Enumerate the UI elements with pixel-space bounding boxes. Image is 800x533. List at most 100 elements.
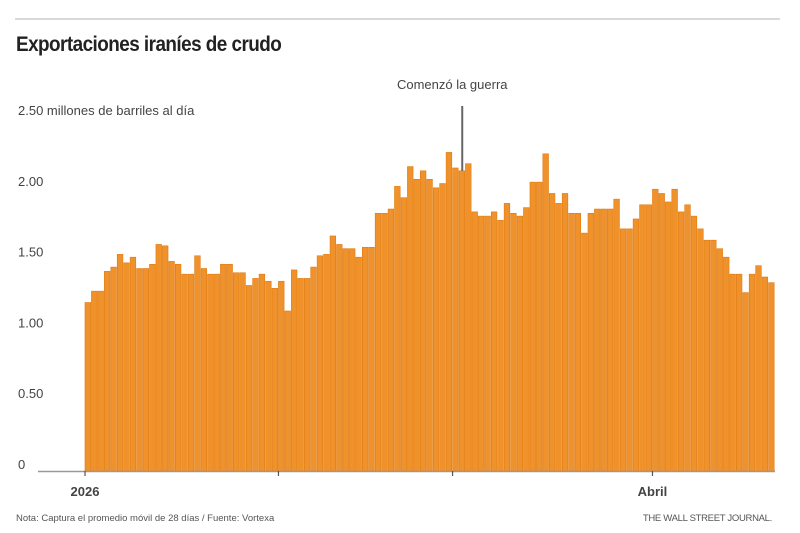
bar	[684, 204, 691, 472]
bar	[123, 262, 130, 472]
bar	[736, 273, 743, 472]
bar	[323, 254, 330, 472]
bar	[136, 268, 143, 472]
bar	[748, 273, 756, 472]
bar	[516, 215, 524, 472]
bar	[310, 266, 317, 472]
y-tick-label: 1.50	[18, 245, 43, 260]
bar	[445, 152, 453, 472]
bar	[426, 179, 433, 472]
bar	[484, 215, 491, 472]
bar	[626, 228, 633, 472]
bar	[561, 193, 569, 472]
bar	[194, 255, 201, 472]
bar	[413, 179, 420, 472]
bar	[755, 265, 762, 472]
bar	[697, 228, 704, 472]
bar	[271, 288, 278, 472]
bar	[97, 290, 104, 472]
bar	[607, 208, 614, 472]
top-rule	[15, 18, 780, 20]
bar	[619, 228, 627, 472]
bar	[658, 193, 665, 472]
bar	[548, 193, 556, 472]
bar	[716, 248, 723, 472]
bar	[329, 235, 336, 472]
bar	[355, 256, 362, 472]
bar	[581, 232, 588, 472]
bar	[213, 273, 220, 472]
bar	[207, 273, 214, 472]
footnote: Nota: Captura el promedio móvil de 28 dí…	[16, 513, 275, 524]
bar	[613, 198, 620, 472]
bar	[671, 188, 678, 472]
bar	[400, 197, 407, 472]
bar	[723, 256, 730, 472]
bar	[252, 278, 259, 472]
bar	[387, 208, 395, 472]
y-tick-label: 1.00	[18, 315, 43, 330]
wsj-logo: THE WALL STREET JOURNAL.	[642, 513, 772, 524]
bar	[374, 212, 382, 472]
bar	[84, 302, 91, 472]
bar	[420, 170, 427, 472]
bar	[645, 204, 652, 472]
bar	[149, 263, 156, 472]
bar	[458, 170, 465, 472]
bar	[768, 282, 775, 472]
bar	[542, 153, 549, 472]
bar	[336, 244, 343, 472]
bar	[200, 268, 208, 472]
bar	[465, 163, 472, 472]
bar	[181, 273, 188, 472]
bar	[116, 254, 124, 472]
bar	[600, 208, 607, 472]
bar	[265, 280, 272, 472]
annotation-label: Comenzó la guerra	[397, 77, 508, 92]
bar	[587, 212, 594, 472]
bar	[452, 167, 459, 472]
y-tick-label: 0.50	[18, 386, 43, 401]
bar	[710, 239, 717, 472]
bar	[381, 212, 388, 472]
bar	[291, 269, 298, 472]
bar	[432, 187, 440, 472]
bar	[258, 273, 266, 472]
bar	[529, 181, 536, 472]
bar	[226, 263, 233, 472]
bar	[168, 261, 175, 472]
y-tick-label: 2.00	[18, 174, 43, 189]
bar	[471, 211, 478, 472]
bar	[142, 268, 149, 472]
bar	[639, 204, 646, 472]
bar	[278, 280, 285, 472]
bar	[233, 272, 240, 472]
bar	[574, 212, 582, 472]
bar	[245, 285, 253, 472]
bar	[742, 292, 749, 472]
chart-title: Exportaciones iraníes de crudo	[16, 33, 282, 56]
bar	[568, 212, 575, 472]
bar	[303, 278, 311, 472]
bar	[510, 212, 517, 472]
bar	[523, 207, 530, 472]
bar	[652, 188, 659, 472]
bar	[761, 276, 769, 472]
bar	[187, 273, 195, 472]
bar	[104, 271, 111, 472]
bar	[349, 248, 356, 472]
bar	[220, 263, 227, 472]
bar	[174, 263, 182, 472]
bar	[439, 183, 446, 472]
bar	[361, 246, 369, 472]
bar	[342, 248, 349, 472]
bar	[632, 218, 640, 472]
bar	[703, 239, 711, 472]
bar	[665, 201, 672, 472]
bar	[394, 186, 401, 472]
bar	[91, 290, 98, 472]
bar	[316, 255, 324, 472]
bar	[239, 272, 246, 472]
bar	[407, 166, 414, 472]
